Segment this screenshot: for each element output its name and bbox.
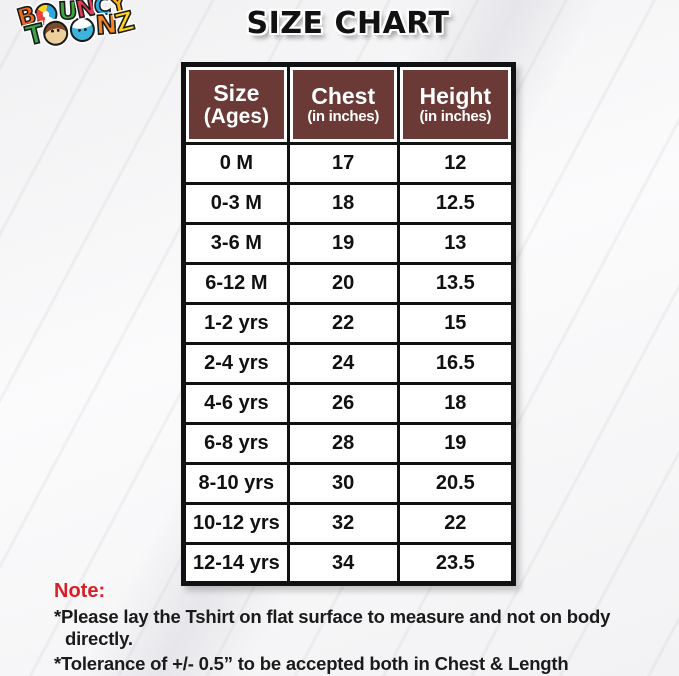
column-header-size: Size (Ages) — [182, 63, 290, 145]
table-row: 0-3 M 18 12.5 — [182, 182, 516, 225]
table-row: 2-4 yrs 24 16.5 — [182, 342, 516, 385]
table-row: 6-8 yrs 28 19 — [182, 422, 516, 465]
chest-cell: 28 — [286, 422, 400, 465]
table-row: 12-14 yrs 34 23.5 — [182, 542, 516, 585]
column-header-subtitle: (in inches) — [307, 107, 380, 125]
size-cell: 4-6 yrs — [182, 382, 290, 425]
size-cell: 3-6 M — [182, 222, 290, 265]
chest-cell: 34 — [286, 542, 400, 585]
size-cell: 8-10 yrs — [182, 462, 290, 505]
note-label: Note: — [54, 580, 106, 602]
table-header-row: Size (Ages) Chest (in inches) Height (in inch… — [182, 63, 516, 145]
height-cell: 12 — [396, 142, 516, 185]
column-header-title: Chest — [311, 83, 376, 110]
column-header-height: Height (in inches) — [396, 63, 516, 145]
size-cell: 12-14 yrs — [182, 542, 290, 585]
height-cell: 15 — [396, 302, 516, 345]
table-row: 6-12 M 20 13.5 — [182, 262, 516, 305]
column-header-subtitle: (Ages) — [203, 104, 270, 128]
chest-cell: 30 — [286, 462, 400, 505]
size-chart-table: Size (Ages) Chest (in inches) Height (in inch… — [181, 62, 516, 586]
column-header-title: Size — [213, 80, 260, 107]
size-cell: 6-12 M — [182, 262, 290, 305]
height-cell: 13.5 — [396, 262, 516, 305]
size-table: Size (Ages) Chest (in inches) Height (in inch… — [181, 62, 516, 586]
chest-cell: 20 — [286, 262, 400, 305]
note-item: *Please lay the Tshirt on flat surface t… — [54, 606, 611, 649]
height-cell: 19 — [396, 422, 516, 465]
height-cell: 22 — [396, 502, 516, 545]
column-header-title: Height — [419, 83, 492, 110]
chest-cell: 18 — [286, 182, 400, 225]
chest-cell: 22 — [286, 302, 400, 345]
note-item: *Tolerance of +/- 0.5” to be accepted bo… — [54, 652, 569, 674]
chest-cell: 17 — [286, 142, 400, 185]
chest-cell: 24 — [286, 342, 400, 385]
table-row: 1-2 yrs 22 15 — [182, 302, 516, 345]
table-row: 8-10 yrs 30 20.5 — [182, 462, 516, 505]
size-cell: 2-4 yrs — [182, 342, 290, 385]
chest-cell: 32 — [286, 502, 400, 545]
chest-cell: 26 — [286, 382, 400, 425]
height-cell: 16.5 — [396, 342, 516, 385]
logo-letter-t: T — [22, 18, 46, 53]
height-cell: 20.5 — [396, 462, 516, 505]
note-items: *Please lay the Tshirt on flat surface t… — [54, 606, 660, 674]
size-cell: 1-2 yrs — [182, 302, 290, 345]
size-cell: 6-8 yrs — [182, 422, 290, 465]
note-section: Note: *Please lay the Tshirt on flat sur… — [54, 580, 660, 674]
size-cell: 10-12 yrs — [182, 502, 290, 545]
table-row: 4-6 yrs 26 18 — [182, 382, 516, 425]
height-cell: 13 — [396, 222, 516, 265]
table-row: 10-12 yrs 32 22 — [182, 502, 516, 545]
height-cell: 18 — [396, 382, 516, 425]
chest-cell: 19 — [286, 222, 400, 265]
table-row: 0 M 17 12 — [182, 142, 516, 185]
page-title: SIZE CHART — [246, 6, 450, 41]
size-cell: 0 M — [182, 142, 290, 185]
height-cell: 12.5 — [396, 182, 516, 225]
table-body: 0 M 17 12 0-3 M 18 12.5 3-6 M 19 13 6-12 M 20 13.5 1… — [182, 142, 516, 585]
column-header-subtitle: (in inches) — [419, 107, 492, 125]
table-row: 3-6 M 19 13 — [182, 222, 516, 265]
height-cell: 23.5 — [396, 542, 516, 585]
size-cell: 0-3 M — [182, 182, 290, 225]
column-header-chest: Chest (in inches) — [286, 63, 400, 145]
